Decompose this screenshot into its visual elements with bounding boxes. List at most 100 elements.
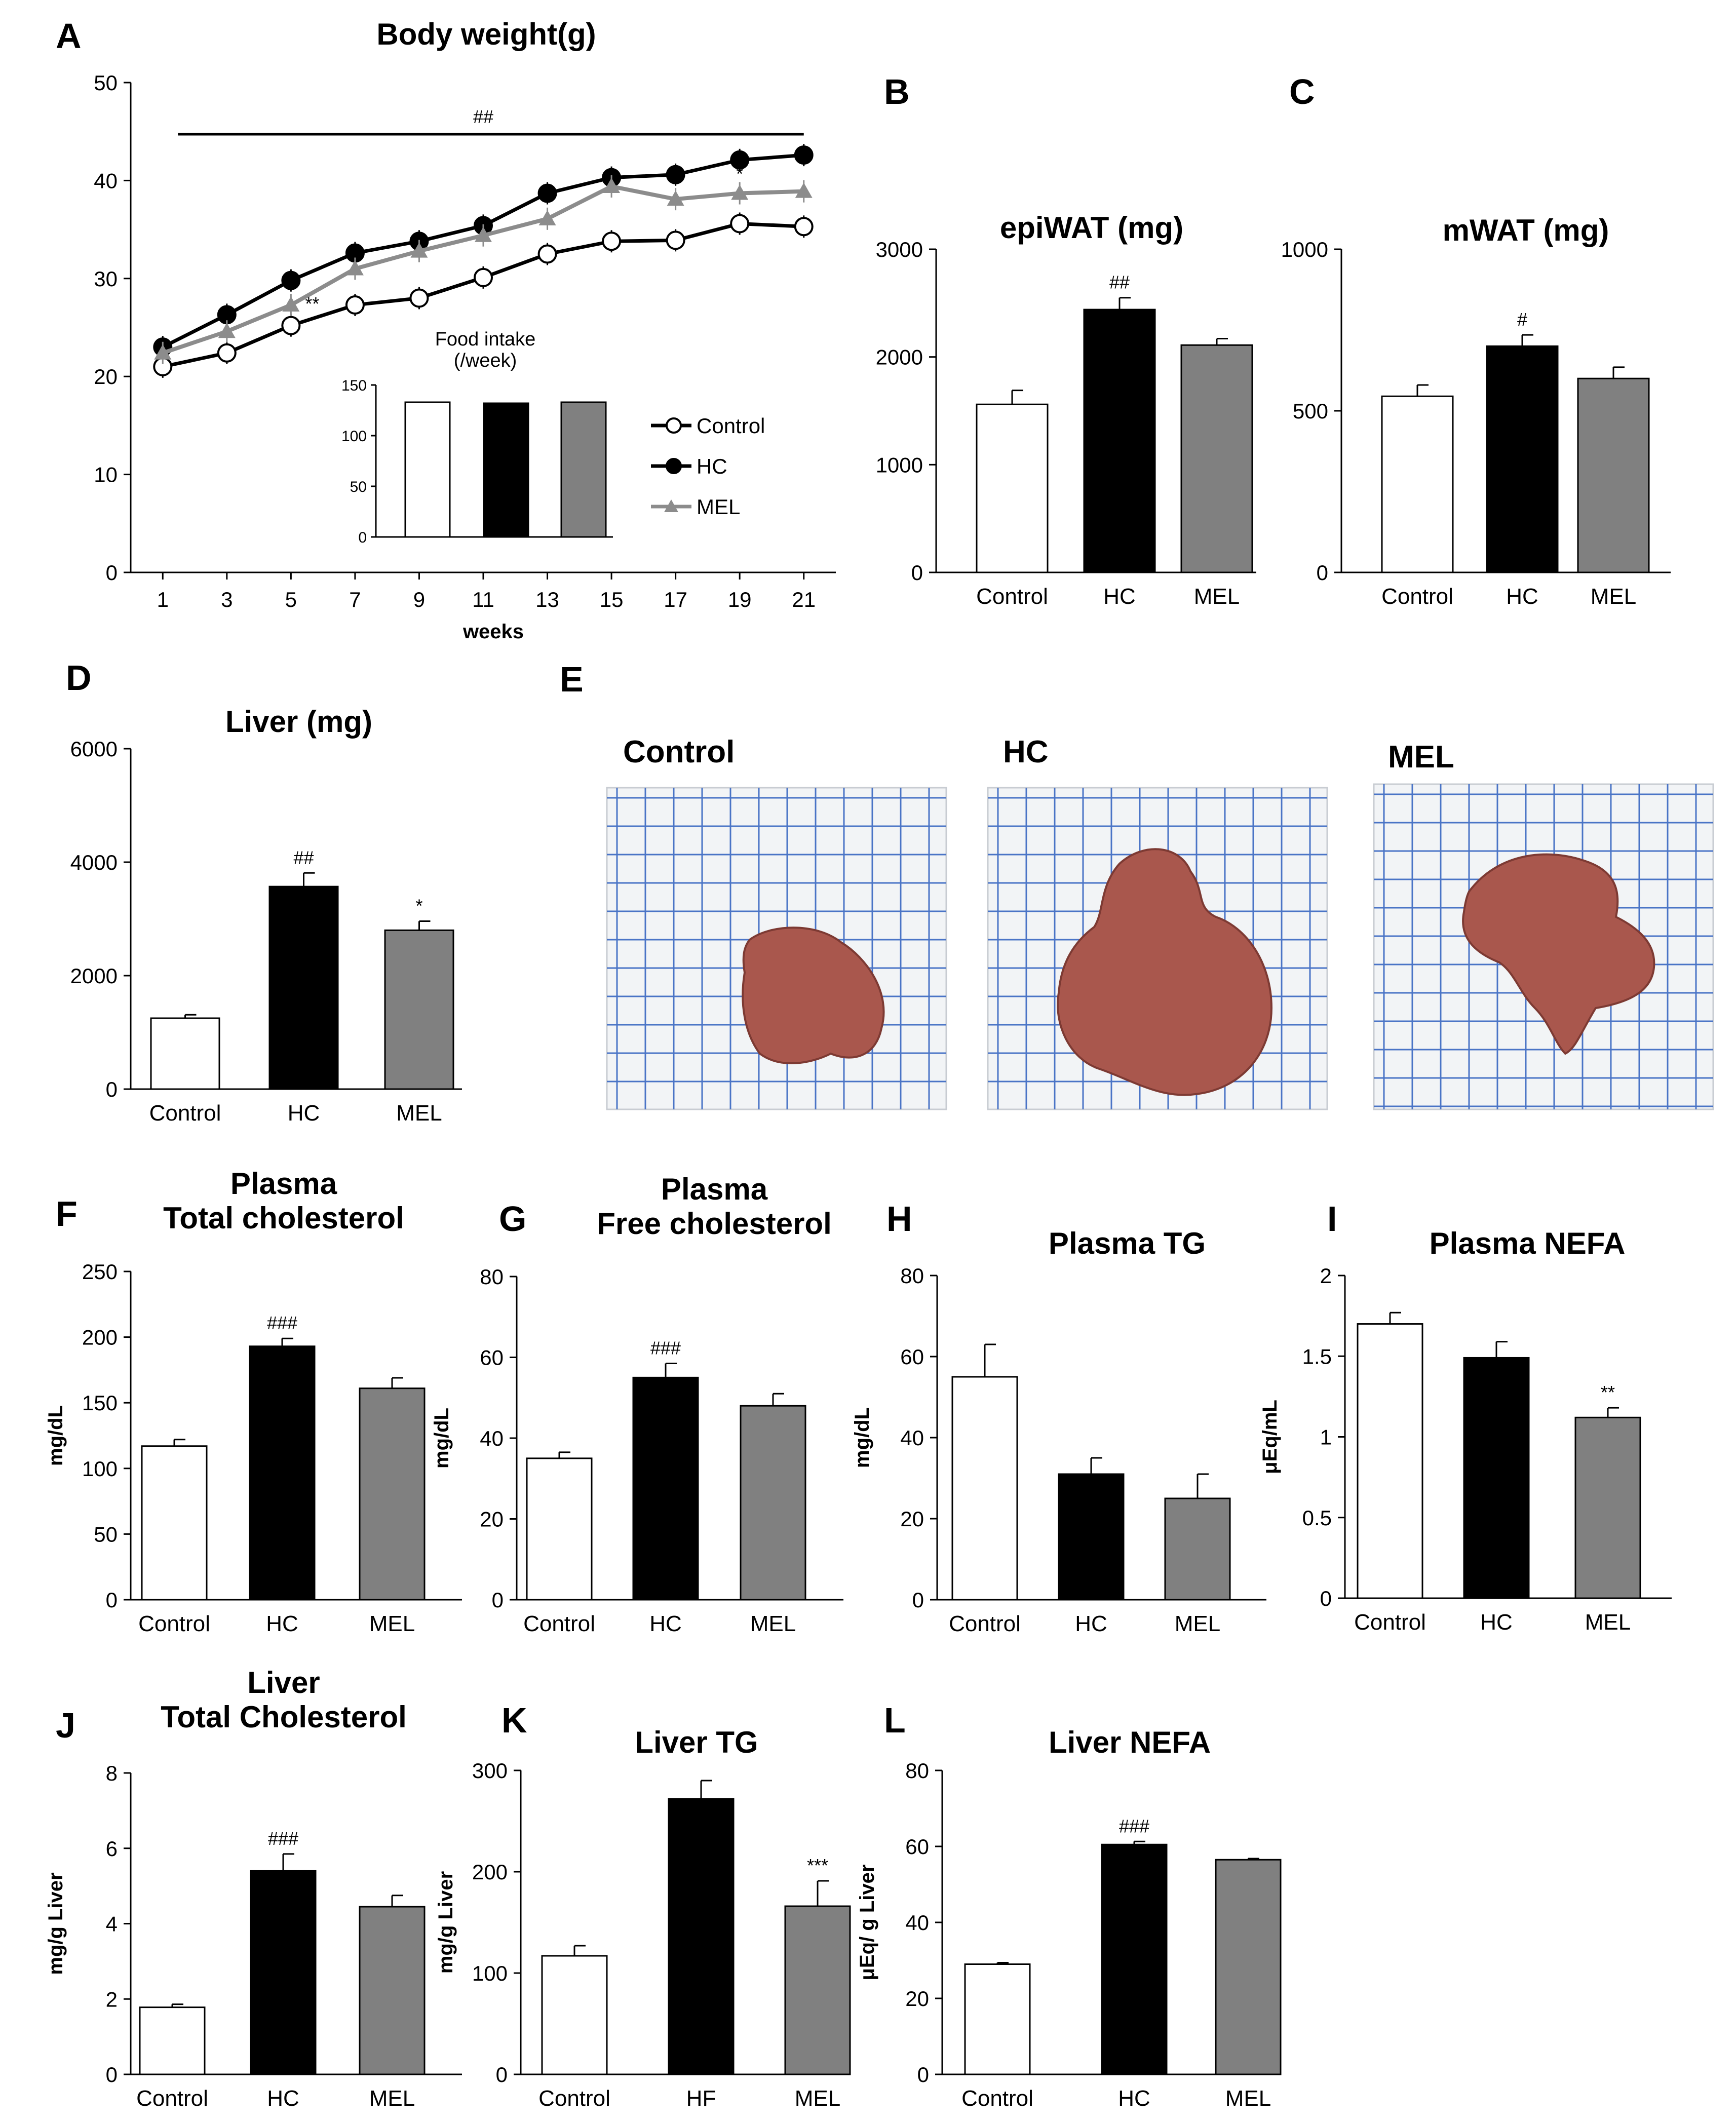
point-MEL: [346, 260, 364, 276]
y-tick-label: 2000: [876, 345, 923, 369]
y-tick-label: 40: [94, 169, 118, 192]
y-axis-label-I: μEq/mL: [1259, 1400, 1281, 1474]
inset-bar-Control: [404, 401, 451, 538]
y-tick-label: 0: [496, 2063, 508, 2087]
point-MEL: [218, 323, 236, 338]
significance-label: **: [1601, 1382, 1615, 1403]
x-tick-label: HC: [267, 2086, 299, 2111]
inset-y-tick-label: 0: [358, 529, 367, 546]
chart-title-J: Total Cholesterol: [161, 1700, 407, 1734]
panel-letter-K: K: [501, 1701, 527, 1740]
legend-label-Control: Control: [697, 414, 765, 438]
point-MEL: [667, 190, 684, 206]
y-tick-label: 0.5: [1302, 1506, 1332, 1530]
y-tick-label: 50: [94, 1522, 118, 1546]
y-tick-label: 6000: [70, 737, 118, 761]
x-tick-label: Control: [949, 1611, 1021, 1636]
point-Control: [537, 244, 557, 264]
y-tick-label: 200: [82, 1326, 118, 1349]
y-tick-label: 1.5: [1302, 1344, 1332, 1368]
panel-L: L Liver NEFA 0 20 40 60 80 μEq/ g Liver Control H…: [856, 1701, 1282, 2111]
x-tick-label: HC: [1075, 1611, 1107, 1636]
x-tick-label: 15: [600, 588, 624, 611]
y-tick-label: 20: [480, 1508, 504, 1531]
point-Control: [281, 316, 301, 335]
bar-L-Control: [964, 1963, 1031, 2075]
y-tick-label: 20: [905, 1987, 929, 2011]
y-tick-label: 0: [106, 1588, 118, 1612]
legend-marker-HC: [666, 458, 682, 474]
panel-letter-G: G: [499, 1199, 526, 1239]
bar-K-Control: [541, 1955, 608, 2075]
x-tick-label: HC: [1118, 2086, 1150, 2111]
y-tick-label: 1000: [1281, 238, 1328, 261]
y-tick-label: 100: [82, 1457, 118, 1481]
y-tick-label: 40: [900, 1426, 924, 1450]
y-tick-label: 80: [480, 1265, 504, 1289]
x-tick-label: MEL: [1585, 1610, 1631, 1635]
y-tick-label: 50: [94, 71, 118, 95]
y-tick-label: 60: [900, 1345, 924, 1369]
point-Control: [217, 343, 237, 363]
x-tick-label: HC: [1103, 584, 1136, 609]
panel-letter-J: J: [56, 1706, 75, 1745]
x-tick-label: 17: [664, 588, 687, 611]
x-tick-label: Control: [138, 1611, 210, 1636]
y-tick-label: 200: [472, 1860, 508, 1884]
bar-G-HC: [632, 1376, 699, 1601]
bar-H-HC: [1058, 1473, 1125, 1601]
panel-I: I Plasma NEFA 0 0.5 1 1.5 2 μEq/mL Control HC MEL *…: [1259, 1199, 1672, 1635]
x-tick-label: MEL: [1225, 2086, 1271, 2111]
x-tick-label: 9: [413, 588, 425, 611]
point-Control: [730, 214, 750, 234]
bar-J-HC: [250, 1870, 317, 2075]
inset-y-tick-label: 50: [350, 479, 367, 495]
legend-marker-MEL: [664, 499, 678, 512]
bar-I-MEL: [1574, 1416, 1641, 1599]
y-tick-label: 2: [1320, 1264, 1332, 1288]
point-MEL: [731, 184, 749, 200]
x-tick-label: 11: [472, 588, 494, 611]
y-tick-label: 150: [82, 1391, 118, 1415]
chart-title-F: Total cholesterol: [163, 1201, 404, 1235]
bar-B-MEL: [1180, 344, 1253, 573]
bar-D-HC: [268, 885, 339, 1090]
bar-C-Control: [1381, 395, 1454, 573]
bar-B-HC: [1083, 308, 1156, 573]
chart-title-J: Liver: [247, 1666, 320, 1700]
point-Control: [345, 295, 365, 315]
y-axis-label-G: mg/dL: [431, 1408, 453, 1469]
y-axis-label-K: mg/g Liver: [435, 1871, 457, 1974]
chart-title-B: epiWAT (mg): [1000, 211, 1183, 245]
bar-K-MEL: [784, 1905, 851, 2075]
bar-H-Control: [951, 1376, 1018, 1601]
bar-J-Control: [139, 2006, 206, 2075]
y-tick-label: 0: [1317, 561, 1328, 585]
x-tick-label: HF: [686, 2086, 716, 2111]
photo-label-MEL: MEL: [1388, 740, 1454, 775]
chart-title-C: mWAT (mg): [1443, 213, 1609, 247]
y-axis-label-J: mg/g Liver: [45, 1872, 67, 1975]
bar-K-HF: [668, 1798, 735, 2075]
point-MEL: [795, 182, 813, 198]
point-MEL: [538, 210, 556, 225]
point-Control: [794, 217, 814, 237]
y-tick-label: 20: [900, 1507, 924, 1531]
point-Control: [602, 231, 622, 251]
bar-F-Control: [141, 1445, 208, 1601]
photo-label-HC: HC: [1003, 735, 1049, 769]
bar-F-MEL: [359, 1387, 426, 1601]
bar-D-Control: [150, 1017, 220, 1090]
legend-marker-Control: [666, 417, 682, 434]
bar-G-Control: [526, 1457, 593, 1601]
x-tick-label: Control: [149, 1101, 221, 1126]
bar-F-HC: [249, 1345, 316, 1601]
y-axis-label-H: mg/dL: [851, 1407, 873, 1468]
inset-y-tick-label: 150: [341, 377, 367, 394]
significance-label: #: [1517, 309, 1527, 330]
y-tick-label: 100: [472, 1961, 508, 1985]
x-tick-label: 13: [535, 588, 559, 611]
